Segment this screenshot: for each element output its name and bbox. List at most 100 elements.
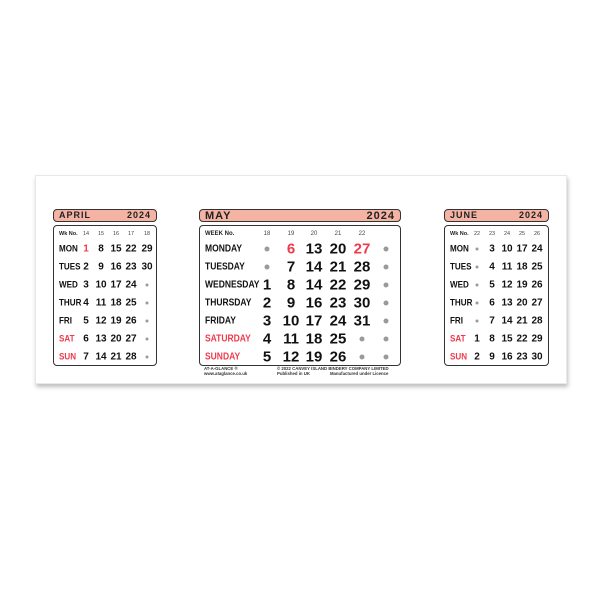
- weekday-label: SAT: [59, 333, 75, 345]
- weekday-label: WEDNESDAY: [205, 279, 260, 291]
- week-number-label: Wk No.: [450, 231, 469, 237]
- date-cell: 27: [353, 240, 371, 258]
- week-number: 15: [97, 231, 105, 237]
- date-cell: 13: [305, 240, 323, 258]
- date-cell: 8: [286, 276, 296, 294]
- week-number: 20: [310, 231, 318, 237]
- week-number: 23: [488, 231, 496, 237]
- week-number: 25: [518, 231, 526, 237]
- month-year: 2024: [518, 210, 543, 220]
- date-cell: 13: [501, 297, 513, 309]
- weekday-label: SUN: [59, 351, 77, 363]
- month-name: APRIL: [59, 210, 91, 220]
- weekday-label: SATURDAY: [205, 333, 251, 345]
- empty-date-dot: [145, 319, 149, 323]
- date-cell: 20: [329, 240, 347, 258]
- date-cell: 14: [305, 276, 323, 294]
- date-cell: 6: [489, 297, 495, 309]
- week-number: 26: [533, 231, 541, 237]
- date-cell: 25: [329, 330, 347, 348]
- week-number: 18: [263, 231, 271, 237]
- empty-date-dot: [359, 354, 365, 360]
- date-cell: 12: [95, 315, 107, 327]
- weekday-label: WED: [59, 279, 78, 291]
- week-number: 16: [112, 231, 120, 237]
- weekday-label: FRI: [450, 315, 464, 327]
- date-cell: 1: [474, 333, 480, 345]
- date-cell: 11: [283, 330, 299, 348]
- empty-date-dot: [264, 246, 270, 252]
- date-cell: 18: [516, 261, 528, 273]
- empty-date-dot: [359, 336, 365, 342]
- date-cell: 16: [305, 294, 323, 312]
- date-cell: 26: [125, 315, 137, 327]
- date-cell: 1: [83, 243, 89, 255]
- date-cell: 3: [83, 279, 89, 291]
- week-number: 19: [287, 231, 295, 237]
- month-year: 2024: [126, 210, 151, 220]
- date-cell: 6: [83, 333, 89, 345]
- month-may: MAY 2024 WEEK No. 18 19 20 21 22 MONDAY 6 13 20 27 TU…: [199, 209, 401, 369]
- date-cell: 4: [262, 330, 272, 348]
- date-cell: 5: [489, 279, 495, 291]
- date-cell: 23: [516, 351, 528, 363]
- empty-date-dot: [145, 355, 149, 359]
- date-cell: 24: [531, 243, 543, 255]
- month-grid: [199, 225, 401, 366]
- week-number-label: Wk No.: [59, 231, 78, 237]
- date-cell: 2: [474, 351, 480, 363]
- date-cell: 4: [83, 297, 89, 309]
- weekday-label: SAT: [450, 333, 466, 345]
- date-cell: 8: [489, 333, 495, 345]
- date-cell: 29: [353, 276, 371, 294]
- date-cell: 21: [110, 351, 122, 363]
- week-number: 24: [503, 231, 511, 237]
- date-cell: 31: [353, 312, 371, 330]
- month-header: JUNE 2024: [444, 209, 549, 222]
- date-cell: 20: [110, 333, 122, 345]
- date-cell: 28: [531, 315, 543, 327]
- weekday-label: FRIDAY: [205, 315, 236, 327]
- week-number: 18: [143, 231, 151, 237]
- empty-date-dot: [145, 337, 149, 341]
- date-cell: 30: [353, 294, 371, 312]
- date-cell: 21: [329, 258, 347, 276]
- empty-date-dot: [145, 301, 149, 305]
- date-cell: 22: [516, 333, 528, 345]
- weekday-label: TUES: [59, 261, 81, 273]
- empty-date-dot: [383, 246, 389, 252]
- month-header: APRIL 2024: [53, 209, 157, 222]
- empty-date-dot: [475, 319, 479, 323]
- empty-date-dot: [383, 336, 389, 342]
- date-cell: 4: [489, 261, 495, 273]
- month-year: 2024: [366, 210, 395, 222]
- month-grid: [53, 225, 157, 366]
- weekday-label: MONDAY: [205, 243, 243, 255]
- date-cell: 12: [501, 279, 513, 291]
- date-cell: 5: [262, 348, 272, 366]
- weekday-label: TUESDAY: [205, 261, 245, 273]
- empty-date-dot: [383, 354, 389, 360]
- empty-date-dot: [475, 247, 479, 251]
- date-cell: 12: [282, 348, 300, 366]
- date-cell: 9: [286, 294, 296, 312]
- month-name: JUNE: [450, 210, 479, 220]
- date-cell: 25: [125, 297, 137, 309]
- date-cell: 19: [305, 348, 323, 366]
- date-cell: 28: [353, 258, 371, 276]
- date-cell: 10: [501, 243, 513, 255]
- week-number-label: WEEK No.: [205, 231, 235, 237]
- date-cell: 28: [125, 351, 137, 363]
- footer-brand-block: AT-A-GLANCE ® www.ataglance.co.uk: [204, 366, 247, 376]
- date-cell: 3: [262, 312, 272, 330]
- date-cell: 11: [95, 297, 107, 309]
- date-cell: 21: [516, 315, 528, 327]
- date-cell: 17: [305, 312, 323, 330]
- weekday-label: THURSDAY: [205, 297, 252, 309]
- empty-date-dot: [264, 264, 270, 270]
- date-cell: 22: [329, 276, 347, 294]
- date-cell: 25: [531, 261, 543, 273]
- date-cell: 15: [110, 243, 122, 255]
- date-cell: 11: [501, 261, 513, 273]
- month-grid: [444, 225, 549, 366]
